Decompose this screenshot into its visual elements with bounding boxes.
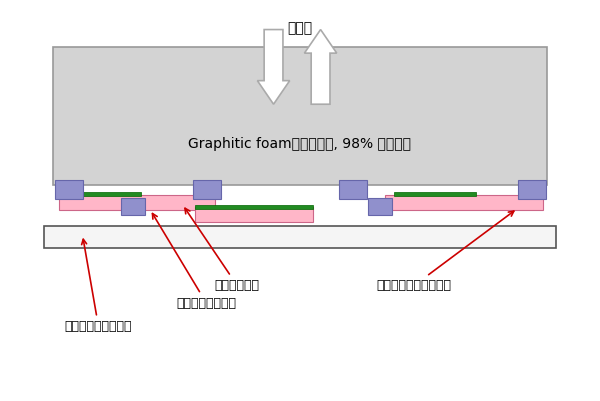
Text: メモリ・ダイ: メモリ・ダイ: [185, 208, 260, 292]
Text: Graphitic foam（黒鱉の泡, 98% が空気）: Graphitic foam（黒鱉の泡, 98% が空気）: [188, 136, 412, 150]
Bar: [196, 205, 313, 209]
Text: シリコンウェファー: シリコンウェファー: [65, 239, 133, 333]
FancyArrow shape: [257, 30, 290, 104]
Bar: [121, 198, 145, 215]
Bar: [59, 192, 141, 196]
Bar: [55, 180, 83, 198]
Bar: [394, 192, 476, 196]
Bar: [44, 226, 556, 248]
FancyArrow shape: [304, 30, 337, 104]
Text: 冷却水: 冷却水: [287, 22, 313, 36]
Bar: [368, 198, 392, 215]
Bar: [339, 180, 367, 198]
Bar: [59, 195, 215, 210]
Text: シリコンのスペーサー: シリコンのスペーサー: [376, 211, 514, 292]
Bar: [518, 180, 546, 198]
Bar: [196, 207, 313, 222]
Bar: [53, 47, 547, 185]
Text: プロセッサ・ダイ: プロセッサ・ダイ: [152, 213, 236, 310]
Bar: [385, 195, 543, 210]
Bar: [193, 180, 221, 198]
